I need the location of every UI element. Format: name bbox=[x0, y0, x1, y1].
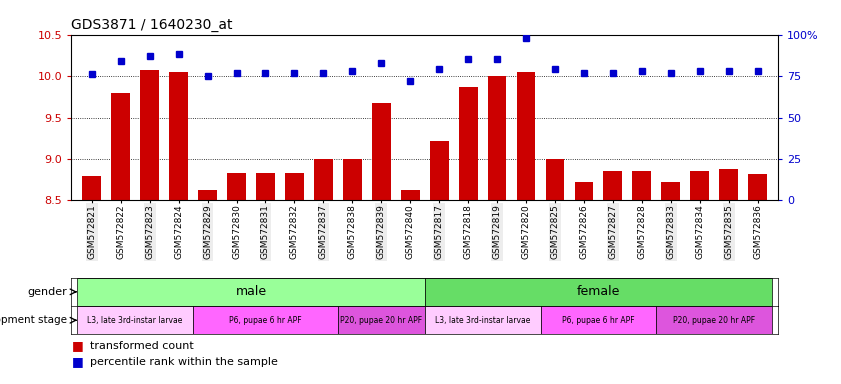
Bar bbox=[574, 182, 594, 200]
Bar bbox=[546, 159, 564, 200]
Bar bbox=[140, 70, 159, 200]
Bar bbox=[516, 72, 536, 200]
Bar bbox=[169, 72, 188, 200]
Text: GDS3871 / 1640230_at: GDS3871 / 1640230_at bbox=[71, 18, 233, 32]
Bar bbox=[604, 171, 622, 200]
Bar bbox=[488, 76, 506, 200]
Bar bbox=[314, 159, 333, 200]
Bar bbox=[338, 306, 425, 334]
Text: L3, late 3rd-instar larvae: L3, late 3rd-instar larvae bbox=[435, 316, 531, 325]
Text: female: female bbox=[577, 285, 620, 298]
Text: ■: ■ bbox=[71, 339, 83, 353]
Bar bbox=[77, 278, 425, 306]
Bar bbox=[372, 103, 391, 200]
Bar bbox=[661, 182, 680, 200]
Bar bbox=[285, 173, 304, 200]
Text: male: male bbox=[235, 285, 267, 298]
Bar bbox=[77, 306, 193, 334]
Bar bbox=[425, 306, 541, 334]
Text: development stage: development stage bbox=[0, 315, 67, 325]
Bar bbox=[343, 159, 362, 200]
Bar bbox=[111, 93, 130, 200]
Bar bbox=[719, 169, 738, 200]
Bar bbox=[541, 306, 656, 334]
Bar bbox=[430, 141, 448, 200]
Text: P6, pupae 6 hr APF: P6, pupae 6 hr APF bbox=[562, 316, 635, 325]
Bar bbox=[690, 171, 709, 200]
Bar bbox=[632, 171, 651, 200]
Text: gender: gender bbox=[28, 287, 67, 297]
Text: ■: ■ bbox=[71, 355, 83, 368]
Bar bbox=[198, 190, 217, 200]
Text: P20, pupae 20 hr APF: P20, pupae 20 hr APF bbox=[673, 316, 755, 325]
Bar bbox=[227, 173, 246, 200]
Text: L3, late 3rd-instar larvae: L3, late 3rd-instar larvae bbox=[87, 316, 182, 325]
Text: percentile rank within the sample: percentile rank within the sample bbox=[90, 357, 278, 367]
Bar bbox=[458, 87, 478, 200]
Bar bbox=[425, 278, 772, 306]
Bar bbox=[256, 173, 275, 200]
Text: P6, pupae 6 hr APF: P6, pupae 6 hr APF bbox=[229, 316, 302, 325]
Text: transformed count: transformed count bbox=[90, 341, 193, 351]
Bar bbox=[401, 190, 420, 200]
Bar bbox=[82, 175, 101, 200]
Text: P20, pupae 20 hr APF: P20, pupae 20 hr APF bbox=[341, 316, 422, 325]
Bar bbox=[748, 174, 767, 200]
Bar bbox=[193, 306, 338, 334]
Bar bbox=[656, 306, 772, 334]
